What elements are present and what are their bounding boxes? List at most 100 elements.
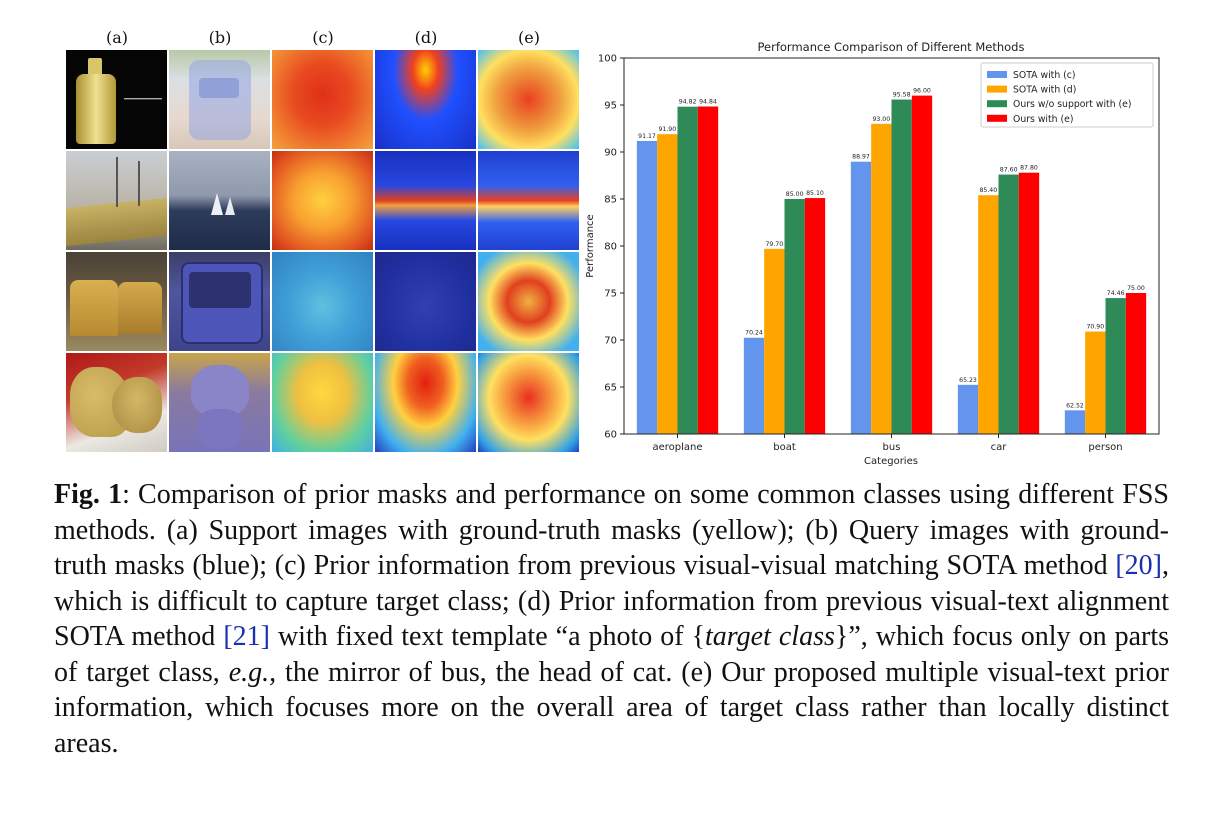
- heatmap-d-bus: [375, 252, 476, 351]
- heatmap-c-boat: [272, 151, 373, 250]
- bar-value-label: 62.52: [1066, 402, 1084, 409]
- bar-value-label: 95.58: [893, 92, 911, 99]
- bar-value-label: 93.00: [872, 116, 890, 123]
- x-axis: aeroplane boat bus car person: [652, 434, 1123, 453]
- bar-value-label: 87.80: [1020, 165, 1038, 172]
- caption-text-3: with fixed text template “a photo of {: [269, 621, 706, 652]
- figure-caption: Fig. 1: Comparison of prior masks and pe…: [54, 477, 1169, 761]
- x-tick-label: boat: [773, 442, 796, 453]
- support-image-bus: [66, 252, 167, 351]
- bar-value-label: 85.40: [979, 187, 997, 194]
- bar-value-label: 65.23: [959, 377, 977, 384]
- legend-swatch: [987, 100, 1007, 108]
- support-image-cat: [66, 353, 167, 452]
- eg-abbreviation: e.g.,: [228, 656, 277, 688]
- x-tick-label: person: [1088, 442, 1122, 453]
- bar-bus-1: [871, 123, 892, 435]
- legend-box: [980, 62, 1154, 128]
- legend-entry: SOTA with (d): [1013, 85, 1076, 96]
- y-tick-label: 100: [598, 54, 617, 65]
- bar-value-label: 88.97: [852, 154, 870, 161]
- support-image-inscription: [124, 96, 162, 104]
- figure-label: Fig. 1: [54, 479, 123, 510]
- support-image-boat: [66, 151, 167, 250]
- bar-boat-3: [804, 198, 826, 434]
- legend-swatch: [987, 85, 1007, 93]
- caption-text-4: }”, which focus only on parts of target …: [54, 621, 1169, 688]
- y-tick-label: 85: [604, 195, 617, 206]
- column-label-a: (a): [105, 28, 129, 47]
- bar-car-2: [998, 174, 1019, 434]
- illegible-text-mark: [124, 98, 162, 100]
- chart-canvas: Performance Comparison of Different Meth…: [585, 40, 1160, 467]
- y-tick-label: 60: [604, 430, 617, 441]
- performance-bar-chart: Performance Comparison of Different Meth…: [580, 36, 1210, 468]
- heatmap-e-bottle: [478, 50, 579, 149]
- bar-value-label: 91.90: [658, 126, 676, 133]
- bar-aeroplane-1: [657, 134, 678, 434]
- legend-swatch: [987, 71, 1007, 78]
- heatmap-d-boat: [375, 151, 476, 250]
- heatmap-e-cat: [478, 353, 579, 452]
- support-image-bottle: [66, 50, 167, 149]
- bar-value-label: 75.00: [1127, 285, 1145, 292]
- bar-aeroplane-2: [677, 106, 698, 434]
- bar-value-label: 91.17: [638, 133, 656, 140]
- legend-entry: Ours w/o support with (e): [1013, 99, 1132, 110]
- heatmap-c-bottle: [272, 50, 373, 149]
- bar-car-3: [1018, 172, 1040, 434]
- bar-person-0: [1064, 410, 1086, 434]
- query-image-bus: [169, 252, 270, 351]
- bar-boat-0: [743, 337, 765, 434]
- bar-boat-2: [784, 199, 805, 434]
- bar-bus-3: [911, 95, 933, 434]
- image-grid: (a) (b) (c) (d) (e): [66, 28, 582, 458]
- heatmap-c-cat: [272, 353, 373, 452]
- y-tick-label: 80: [604, 242, 617, 253]
- chart-title: Performance Comparison of Different Meth…: [758, 40, 1025, 54]
- heatmap-e-bus: [478, 252, 579, 351]
- chart-legend: SOTA with (c) SOTA with (d) Ours w/o suppo…: [980, 62, 1154, 128]
- bar-value-label: 96.00: [913, 88, 931, 95]
- x-tick-label: car: [991, 442, 1008, 453]
- bar-value-label: 85.10: [806, 190, 824, 197]
- column-label-b: (b): [208, 28, 232, 47]
- column-label-c: (c): [312, 28, 334, 47]
- citation-link-21[interactable]: [21]: [223, 621, 270, 652]
- bar-value-label: 70.24: [745, 330, 763, 337]
- y-tick-label: 95: [604, 101, 617, 112]
- citation-link-20[interactable]: [20]: [1115, 550, 1162, 581]
- bar-value-label: 70.90: [1086, 324, 1104, 331]
- column-label-d: (d): [414, 28, 438, 47]
- bar-value-label: 94.84: [699, 99, 717, 106]
- y-tick-label: 90: [604, 148, 617, 159]
- legend-entry: SOTA with (c): [1013, 70, 1076, 81]
- bar-value-label: 74.46: [1107, 290, 1125, 297]
- bar-bus-0: [850, 161, 872, 434]
- y-axis: 60 65 70 75 80 85 90 95 100: [598, 54, 624, 441]
- y-axis-label: Performance: [585, 214, 596, 277]
- query-image-cat: [169, 353, 270, 452]
- caption-text-2: , which is difficult to capture target c…: [54, 550, 1169, 652]
- y-tick-label: 70: [604, 336, 617, 347]
- bar-value-label: 79.70: [765, 241, 783, 248]
- bar-person-2: [1105, 298, 1126, 434]
- bar-value-label: 85.00: [786, 191, 804, 198]
- legend-entry: Ours with (e): [1013, 114, 1073, 125]
- query-image-bottle: [169, 50, 270, 149]
- bar-person-1: [1085, 331, 1106, 434]
- y-tick-label: 75: [604, 289, 617, 300]
- x-axis-label: Categories: [864, 456, 918, 467]
- template-variable: target class: [705, 621, 835, 652]
- bar-car-1: [978, 195, 999, 434]
- bar-car-0: [957, 384, 979, 434]
- bar-value-label: 87.60: [1000, 167, 1018, 174]
- bar-person-3: [1125, 293, 1147, 434]
- x-tick-label: bus: [883, 442, 901, 453]
- bar-aeroplane-0: [636, 141, 658, 434]
- bar-aeroplane-3: [697, 106, 719, 434]
- caption-text-1: : Comparison of prior masks and performa…: [54, 479, 1169, 581]
- y-tick-label: 65: [604, 383, 617, 394]
- bar-bus-2: [891, 99, 912, 434]
